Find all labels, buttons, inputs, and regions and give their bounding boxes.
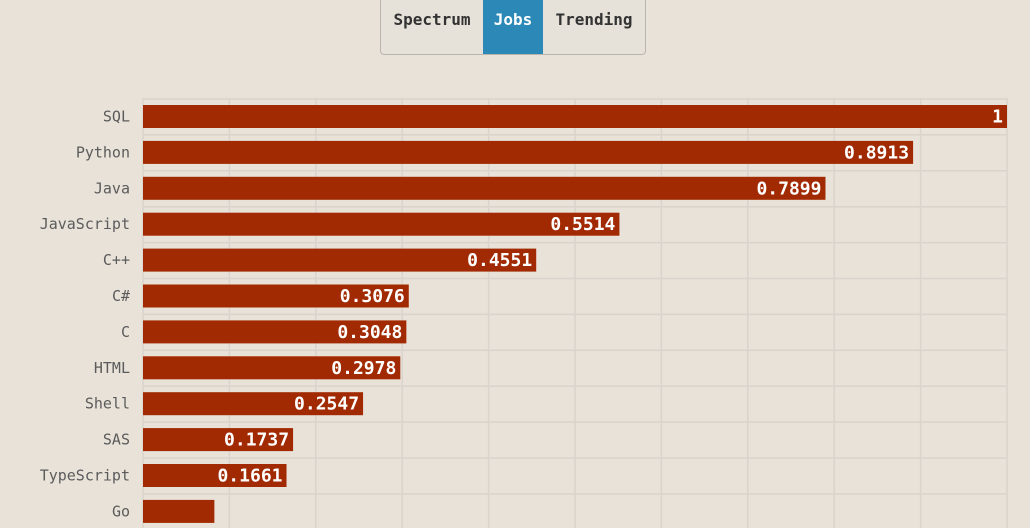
bar[interactable] [143, 248, 537, 272]
tab-trending[interactable]: Trending [555, 10, 633, 29]
tab-spectrum[interactable]: Spectrum [393, 10, 471, 29]
value-label: 0.4551 [467, 250, 532, 271]
category-label: JavaScript [40, 215, 130, 233]
bar[interactable] [143, 140, 914, 164]
bar[interactable] [143, 212, 620, 236]
bar[interactable] [143, 392, 364, 416]
value-label: 0.8913 [844, 142, 909, 163]
bar[interactable] [143, 499, 215, 523]
category-label: C [121, 323, 130, 341]
bar[interactable] [143, 105, 1007, 128]
category-label: C# [112, 287, 130, 305]
category-label: HTML [94, 359, 130, 377]
value-label: 0.3076 [340, 286, 405, 307]
value-label: 1 [992, 107, 1003, 128]
bar[interactable] [143, 428, 294, 452]
bar[interactable] [143, 320, 407, 344]
bar[interactable] [143, 356, 401, 380]
category-label: SQL [103, 108, 130, 126]
value-label: 0.1737 [224, 430, 289, 451]
category-label: Java [94, 179, 130, 197]
category-label: TypeScript [40, 467, 130, 485]
tab-bar: Spectrum Jobs Trending [380, 0, 646, 55]
value-label: 0.2978 [331, 358, 396, 379]
category-label: Python [76, 143, 130, 161]
category-label: SAS [103, 431, 130, 449]
bar[interactable] [143, 464, 287, 487]
tab-jobs[interactable]: Jobs [483, 0, 543, 54]
category-label: C++ [103, 251, 130, 269]
value-label: 0.1661 [217, 466, 282, 487]
bar[interactable] [143, 284, 409, 308]
category-label: Go [112, 502, 130, 520]
category-label: Shell [85, 395, 130, 413]
value-label: 0.5514 [550, 214, 615, 235]
value-label: 0.2547 [294, 394, 359, 415]
bar[interactable] [143, 176, 826, 200]
value-label: 0.7899 [756, 178, 821, 199]
value-label: 0.3048 [337, 322, 402, 343]
